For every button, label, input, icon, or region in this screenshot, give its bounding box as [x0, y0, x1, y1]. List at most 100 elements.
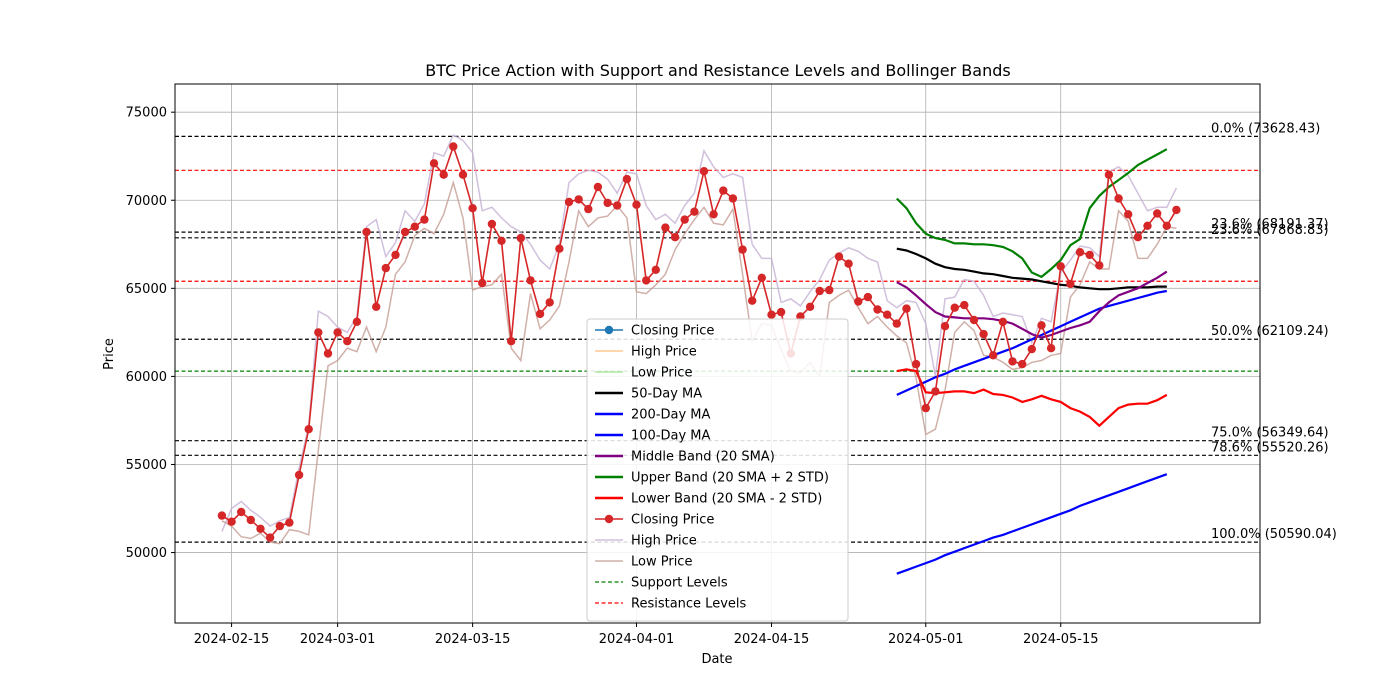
closing-price-point — [622, 174, 632, 184]
closing-price-point — [834, 252, 844, 261]
low-price-line — [221, 179, 1177, 545]
x-tick-label: 2024-05-01 — [888, 632, 964, 647]
closing-price-point — [642, 276, 651, 285]
closing-price-point — [1075, 248, 1085, 257]
closing-price-point — [1085, 250, 1094, 260]
closing-price-point — [1037, 321, 1046, 330]
closing-price-point — [690, 207, 699, 216]
closing-price-point — [815, 286, 824, 296]
closing-price-point — [256, 524, 265, 533]
closing-price-point — [883, 310, 892, 319]
closing-price-point — [960, 300, 969, 310]
closing-price-point — [1018, 359, 1027, 369]
series-group — [217, 134, 1181, 575]
closing-price-point — [776, 307, 786, 317]
closing-price-point — [516, 233, 525, 243]
x-tick-label: 2024-04-01 — [599, 632, 675, 647]
closing-price-line — [221, 144, 1178, 539]
closing-price-point — [285, 518, 294, 527]
closing-price-point — [323, 349, 333, 358]
closing-price-point — [719, 186, 728, 195]
fib-level-label: 0.0% (73628.43) — [1211, 121, 1320, 136]
ma50-line — [896, 247, 1167, 291]
legend-entry-label: Closing Price — [631, 324, 714, 339]
legend-entry-label: High Price — [631, 345, 697, 360]
closing-price-point — [439, 170, 448, 179]
y-tick-label: 65000 — [126, 282, 167, 297]
closing-price-point — [1124, 210, 1133, 219]
closing-price-point — [699, 167, 709, 176]
closing-price-point — [1027, 344, 1037, 354]
closing-price-point — [969, 315, 979, 325]
closing-price-point — [352, 317, 362, 326]
closing-price-point — [304, 425, 313, 434]
y-tick-label: 60000 — [126, 370, 167, 385]
closing-price-point — [1066, 279, 1075, 289]
closing-price-point — [921, 403, 930, 413]
x-tick-label: 2024-03-01 — [300, 632, 376, 647]
legend-entry-label: High Price — [631, 534, 697, 549]
legend-entry-label: Low Price — [631, 366, 692, 381]
upper-band-line — [896, 148, 1168, 279]
plot-frame — [174, 83, 1261, 624]
high-price-line — [221, 134, 1178, 532]
closing-price-point — [1104, 170, 1114, 179]
closing-price-point — [1133, 233, 1143, 242]
closing-price-point — [940, 322, 950, 331]
closing-price-point — [757, 273, 766, 282]
closing-price-point — [728, 194, 738, 203]
fib-labels: 0.0% (73628.43) 23.6% (68191.37)23.6% (67… — [1211, 121, 1337, 542]
closing-price-point — [1008, 357, 1017, 366]
legend-entry-label: Lower Band (20 SMA - 2 STD) — [631, 492, 822, 507]
closing-price-point — [1172, 205, 1181, 215]
closing-price-point — [487, 219, 497, 229]
closing-price-point — [468, 204, 477, 213]
y-tick-label: 50000 — [126, 546, 167, 561]
closing-price-point — [362, 227, 371, 237]
closing-price-point — [237, 507, 246, 517]
y-tick-label: 70000 — [126, 194, 167, 209]
closing-price-point — [555, 244, 564, 253]
closing-price-point — [661, 223, 670, 232]
x-axis-title: Date — [701, 652, 732, 667]
closing-price-point — [709, 210, 718, 219]
closing-price-point — [911, 359, 921, 369]
closing-price-point — [535, 309, 545, 319]
legend-entry-label: 200-Day MA — [631, 408, 711, 423]
closing-price-point — [950, 303, 959, 312]
closing-price-point — [979, 329, 988, 339]
legend-box — [586, 318, 849, 622]
legend-entry-label: Middle Band (20 SMA) — [631, 450, 775, 465]
ma100-line — [896, 289, 1167, 396]
fib-level-label: 23.6% (68191.37) — [1211, 217, 1329, 232]
closing-price-point — [873, 305, 882, 314]
closing-price-point — [574, 195, 583, 204]
lower-band-line — [896, 368, 1168, 428]
middle-band-line — [896, 270, 1168, 339]
closing-price-point — [265, 533, 275, 542]
closing-price-point — [217, 511, 227, 520]
closing-price-point — [449, 142, 458, 151]
ma200-line — [896, 473, 1168, 575]
legend-entry-label: Low Price — [631, 555, 692, 570]
y-tick-label: 55000 — [126, 458, 167, 473]
closing-price-point — [738, 245, 747, 254]
legend-swatch-marker — [604, 514, 614, 524]
y-tick-label: 75000 — [126, 106, 167, 121]
closing-price-point — [863, 292, 873, 302]
closing-price-point — [670, 233, 680, 242]
closing-price-point — [458, 170, 468, 179]
closing-price-point — [825, 285, 834, 295]
closing-price-point — [613, 201, 622, 210]
closing-price-point — [497, 236, 506, 245]
closing-price-point — [314, 328, 323, 337]
closing-price-point — [902, 304, 911, 313]
closing-price-point — [1114, 194, 1123, 203]
closing-price-point — [381, 263, 390, 273]
closing-price-point — [1056, 262, 1065, 271]
closing-price-point — [564, 197, 574, 207]
closing-price-point — [805, 302, 815, 311]
closing-price-point — [420, 215, 429, 224]
closing-price-point — [410, 222, 419, 231]
